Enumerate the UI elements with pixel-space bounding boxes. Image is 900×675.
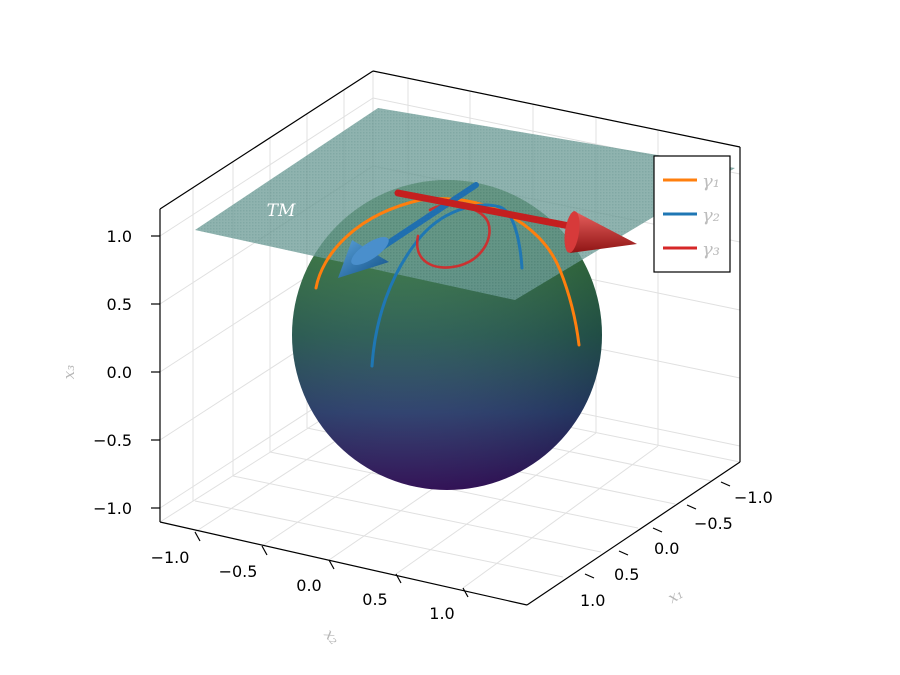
x3-tick-label: −1.0 — [93, 499, 132, 518]
x2-tick-label: 0.0 — [296, 576, 321, 595]
svg-text:γ₃: γ₃ — [702, 239, 720, 260]
x3-tick-label: 0.0 — [107, 363, 132, 382]
x1-tick-label: 0.5 — [614, 565, 639, 584]
legend: γ₁ γ₂ γ₃ — [653, 155, 731, 273]
x2-tick-label: −1.0 — [151, 548, 190, 567]
x1-tick-label: 1.0 — [580, 591, 605, 610]
x2-axis-label: x₂ — [320, 625, 343, 648]
x1-tick-label: −1.0 — [734, 488, 773, 507]
tangent-plane-label: TM — [267, 201, 296, 221]
x3-tick-label: 0.5 — [107, 295, 132, 314]
x3-tick-label: 1.0 — [107, 227, 132, 246]
legend-entry-gamma-1: γ₁ — [663, 171, 720, 192]
blue-arrow — [338, 182, 479, 278]
x3-axis: 1.0 0.5 0.0 −0.5 −1.0 x₃ — [60, 227, 160, 518]
x2-tick-label: 1.0 — [429, 604, 454, 623]
x3-axis-label: x₃ — [60, 365, 78, 379]
x2-tick-label: −0.5 — [219, 562, 258, 581]
axis-box-frame — [159, 70, 741, 606]
legend-entry-gamma-3: γ₃ — [663, 239, 720, 260]
red-arrow — [394, 189, 637, 253]
svg-text:γ₁: γ₁ — [702, 171, 720, 192]
curve-gamma-2 — [370, 203, 524, 368]
x2-tick-label: 0.5 — [362, 590, 387, 609]
legend-entry-gamma-2: γ₂ — [663, 205, 720, 226]
x1-axis: −1.0 −0.5 0.0 0.5 1.0 x₁ — [580, 481, 773, 610]
svg-text:γ₂: γ₂ — [702, 205, 720, 226]
x1-axis-label: x₁ — [665, 584, 687, 607]
x2-axis: −1.0 −0.5 0.0 0.5 1.0 x₂ — [151, 531, 469, 648]
x1-tick-label: −0.5 — [694, 514, 733, 533]
x3-tick-label: −0.5 — [93, 431, 132, 450]
x1-tick-label: 0.0 — [654, 539, 679, 558]
